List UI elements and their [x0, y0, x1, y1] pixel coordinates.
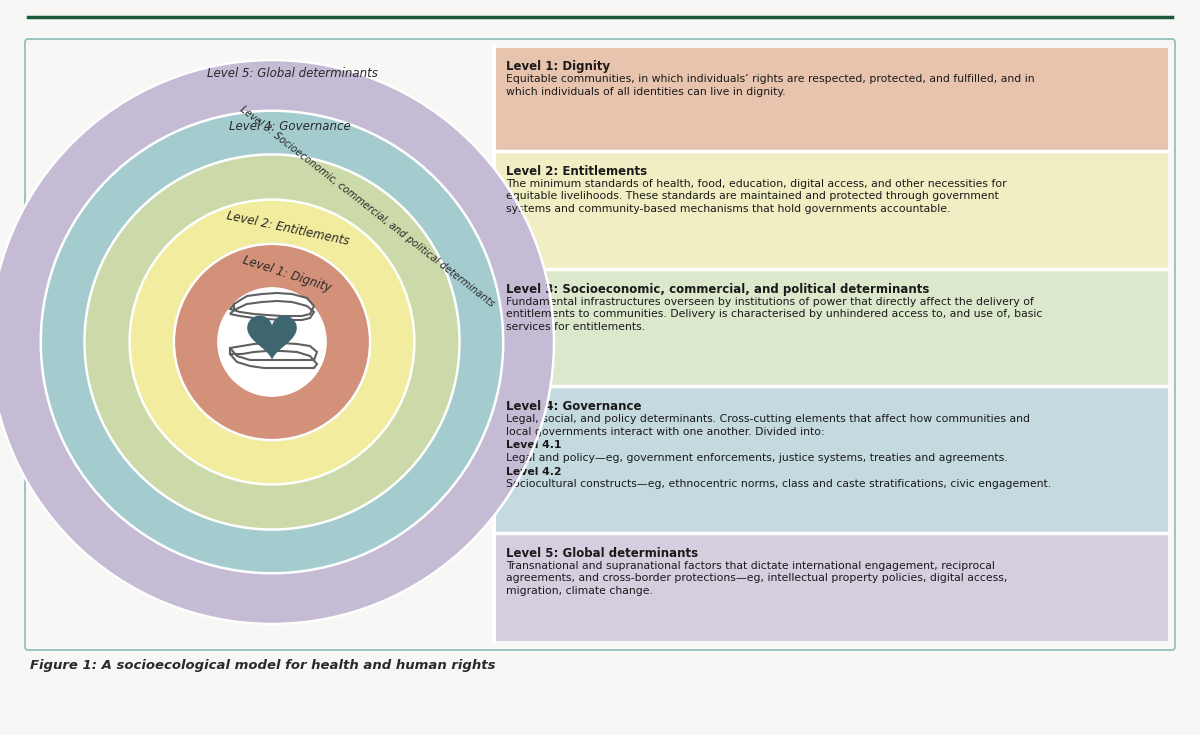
Circle shape	[218, 288, 325, 395]
Text: Legal and policy—eg, government enforcements, justice systems, treaties and agre: Legal and policy—eg, government enforcem…	[506, 453, 1008, 463]
Text: Level 4.2: Level 4.2	[506, 467, 562, 477]
Bar	[494, 153, 1168, 268]
Text: Fundamental infrastructures overseen by institutions of power that directly affe: Fundamental infrastructures overseen by …	[506, 296, 1034, 306]
Text: Level 3: Socioeconomic, commercial, and political determinants: Level 3: Socioeconomic, commercial, and …	[506, 282, 929, 295]
Text: migration, climate change.: migration, climate change.	[506, 586, 653, 596]
Text: Level 5: Global determinants: Level 5: Global determinants	[206, 67, 378, 80]
Bar	[494, 388, 1168, 533]
Text: The minimum standards of health, food, education, digital access, and other nece: The minimum standards of health, food, e…	[506, 179, 1007, 189]
Text: Figure 1: A socioecological model for health and human rights: Figure 1: A socioecological model for he…	[30, 659, 496, 672]
Text: Equitable communities, in which individuals’ rights are respected, protected, an: Equitable communities, in which individu…	[506, 74, 1034, 84]
Text: Level 4: Governance: Level 4: Governance	[229, 120, 350, 133]
Circle shape	[84, 154, 460, 529]
Text: Transnational and supranational factors that dictate international engagement, r: Transnational and supranational factors …	[506, 561, 995, 571]
Text: entitlements to communities. Delivery is characterised by unhindered access to, : entitlements to communities. Delivery is…	[506, 309, 1043, 319]
Text: agreements, and cross-border protections—eg, intellectual property policies, dig: agreements, and cross-border protections…	[506, 573, 1007, 584]
Text: Level 4: Governance: Level 4: Governance	[506, 401, 642, 413]
Circle shape	[41, 111, 503, 573]
Text: Level 1: Dignity: Level 1: Dignity	[241, 254, 332, 294]
Text: equitable livelihoods. These standards are maintained and protected through gove: equitable livelihoods. These standards a…	[506, 191, 998, 201]
Text: services for entitlements.: services for entitlements.	[506, 321, 646, 331]
Bar	[494, 48, 1168, 151]
Circle shape	[0, 60, 554, 624]
Text: which individuals of all identities can live in dignity.: which individuals of all identities can …	[506, 87, 786, 96]
FancyBboxPatch shape	[25, 39, 1175, 650]
Text: Level 4.1: Level 4.1	[506, 440, 562, 451]
Bar	[494, 270, 1168, 387]
Text: Sociocultural constructs—eg, ethnocentric norms, class and caste stratifications: Sociocultural constructs—eg, ethnocentri…	[506, 479, 1051, 490]
Text: Level 5: Global determinants: Level 5: Global determinants	[506, 547, 698, 560]
Text: Level 2: Entitlements: Level 2: Entitlements	[506, 165, 647, 178]
Text: Legal, social, and policy determinants. Cross-cutting elements that affect how c: Legal, social, and policy determinants. …	[506, 415, 1030, 424]
Circle shape	[174, 244, 370, 440]
Bar	[494, 535, 1168, 641]
Text: Level 2: Entitlements: Level 2: Entitlements	[226, 209, 350, 248]
Text: Level 1: Dignity: Level 1: Dignity	[506, 60, 610, 73]
Circle shape	[130, 200, 414, 484]
Text: systems and community-based mechanisms that hold governments accountable.: systems and community-based mechanisms t…	[506, 204, 950, 214]
Text: Level 3: Socioeconomic, commercial, and political determinants: Level 3: Socioeconomic, commercial, and …	[238, 104, 496, 309]
Text: local governments interact with one another. Divided into:: local governments interact with one anot…	[506, 427, 824, 437]
Polygon shape	[247, 315, 296, 360]
